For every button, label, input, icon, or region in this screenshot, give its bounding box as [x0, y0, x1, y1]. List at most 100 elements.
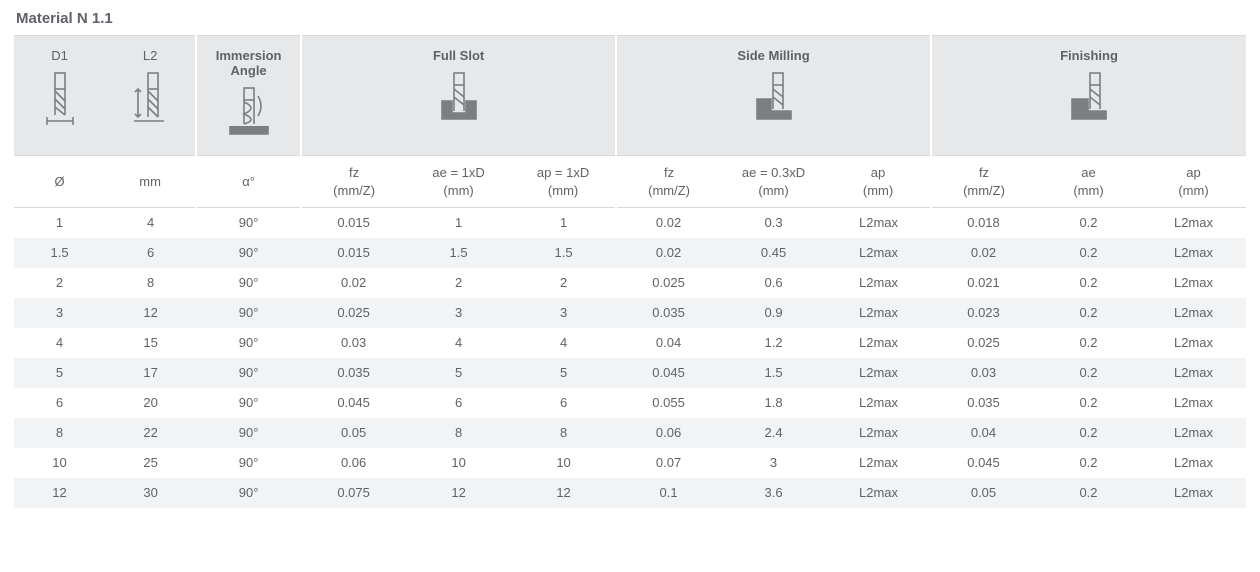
cell-fs_ae: 2: [406, 268, 511, 298]
cell-sm_ae: 0.6: [721, 268, 826, 298]
cell-d1: 3: [14, 298, 105, 328]
cell-fs_ae: 4: [406, 328, 511, 358]
cell-fs_ap: 1: [511, 208, 616, 238]
cell-l2: 15: [105, 328, 196, 358]
cell-fs_ap: 1.5: [511, 238, 616, 268]
cell-fs_ae: 10: [406, 448, 511, 478]
cell-fn_fz: 0.05: [931, 478, 1036, 508]
cell-a: 90°: [196, 328, 301, 358]
table-row: 1.5690°0.0151.51.50.020.45L2max0.020.2L2…: [14, 238, 1246, 268]
sub-fn-ae: ae (mm): [1036, 156, 1141, 208]
cell-fn_ap: L2max: [1141, 418, 1246, 448]
cell-sm_ae: 0.9: [721, 298, 826, 328]
cell-fs_fz: 0.06: [301, 448, 406, 478]
cell-fs_ae: 8: [406, 418, 511, 448]
cell-l2: 8: [105, 268, 196, 298]
table-row: 62090°0.045660.0551.8L2max0.0350.2L2max: [14, 388, 1246, 418]
cell-fn_ap: L2max: [1141, 238, 1246, 268]
sub-sm-ae: ae = 0.3xD (mm): [721, 156, 826, 208]
cell-sm_fz: 0.045: [616, 358, 721, 388]
cell-sm_fz: 0.02: [616, 208, 721, 238]
table-row: 31290°0.025330.0350.9L2max0.0230.2L2max: [14, 298, 1246, 328]
cell-a: 90°: [196, 448, 301, 478]
endmill-length-icon: [130, 71, 170, 127]
cell-fn_fz: 0.035: [931, 388, 1036, 418]
cell-d1: 1: [14, 208, 105, 238]
cell-sm_fz: 0.035: [616, 298, 721, 328]
cell-fn_fz: 0.023: [931, 298, 1036, 328]
cell-l2: 22: [105, 418, 196, 448]
cell-sm_ae: 2.4: [721, 418, 826, 448]
cell-fn_fz: 0.025: [931, 328, 1036, 358]
cell-fn_ae: 0.2: [1036, 448, 1141, 478]
side-milling-icon: [749, 71, 799, 123]
col-group-full-slot: Full Slot: [301, 36, 616, 156]
sub-sm-fz: fz (mm/Z): [616, 156, 721, 208]
cell-d1: 4: [14, 328, 105, 358]
cell-d1: 10: [14, 448, 105, 478]
cell-sm_ae: 1.5: [721, 358, 826, 388]
cell-d1: 8: [14, 418, 105, 448]
cell-fs_ap: 10: [511, 448, 616, 478]
cutting-data-table: D1 L2: [14, 35, 1246, 508]
col-header-immersion: Immersion Angle: [196, 36, 301, 156]
cell-l2: 12: [105, 298, 196, 328]
cell-fs_fz: 0.02: [301, 268, 406, 298]
cell-fs_ap: 2: [511, 268, 616, 298]
cell-l2: 17: [105, 358, 196, 388]
cell-fs_ae: 5: [406, 358, 511, 388]
cell-fs_fz: 0.045: [301, 388, 406, 418]
cell-a: 90°: [196, 208, 301, 238]
cell-sm_ap: L2max: [826, 328, 931, 358]
table-row: 1490°0.015110.020.3L2max0.0180.2L2max: [14, 208, 1246, 238]
immersion-label: Immersion Angle: [197, 48, 300, 78]
sub-angle: α°: [196, 156, 301, 208]
cell-fs_ap: 12: [511, 478, 616, 508]
cell-fn_fz: 0.021: [931, 268, 1036, 298]
sub-fs-ap: ap = 1xD (mm): [511, 156, 616, 208]
sub-fs-ae: ae = 1xD (mm): [406, 156, 511, 208]
cell-fs_fz: 0.075: [301, 478, 406, 508]
cell-sm_ae: 3.6: [721, 478, 826, 508]
table-row: 51790°0.035550.0451.5L2max0.030.2L2max: [14, 358, 1246, 388]
cell-sm_ap: L2max: [826, 418, 931, 448]
cell-sm_ap: L2max: [826, 238, 931, 268]
cell-fs_fz: 0.035: [301, 358, 406, 388]
cell-l2: 6: [105, 238, 196, 268]
sub-sm-ap: ap (mm): [826, 156, 931, 208]
col-header-d1: D1: [14, 36, 105, 156]
cell-d1: 5: [14, 358, 105, 388]
cell-fn_ap: L2max: [1141, 358, 1246, 388]
cell-fn_ae: 0.2: [1036, 328, 1141, 358]
table-body: 1490°0.015110.020.3L2max0.0180.2L2max1.5…: [14, 208, 1246, 508]
cell-fn_fz: 0.02: [931, 238, 1036, 268]
cell-sm_ap: L2max: [826, 268, 931, 298]
col-group-side-milling: Side Milling: [616, 36, 931, 156]
cell-sm_ap: L2max: [826, 388, 931, 418]
cell-d1: 2: [14, 268, 105, 298]
sub-fn-fz: fz (mm/Z): [931, 156, 1036, 208]
cell-fn_ap: L2max: [1141, 328, 1246, 358]
table-row: 82290°0.05880.062.4L2max0.040.2L2max: [14, 418, 1246, 448]
cell-fn_ae: 0.2: [1036, 418, 1141, 448]
cell-fs_ae: 6: [406, 388, 511, 418]
cell-fs_ap: 6: [511, 388, 616, 418]
cell-sm_ap: L2max: [826, 448, 931, 478]
cell-fs_fz: 0.03: [301, 328, 406, 358]
cell-a: 90°: [196, 268, 301, 298]
cell-l2: 20: [105, 388, 196, 418]
cell-fs_ap: 3: [511, 298, 616, 328]
cell-fn_ae: 0.2: [1036, 208, 1141, 238]
side-milling-label: Side Milling: [617, 48, 930, 63]
cell-d1: 1.5: [14, 238, 105, 268]
cell-a: 90°: [196, 388, 301, 418]
col-header-l2: L2: [105, 36, 196, 156]
cell-l2: 4: [105, 208, 196, 238]
cell-fn_ap: L2max: [1141, 478, 1246, 508]
cell-fs_ae: 3: [406, 298, 511, 328]
cell-fn_fz: 0.018: [931, 208, 1036, 238]
cell-fs_fz: 0.025: [301, 298, 406, 328]
cell-fn_ae: 0.2: [1036, 298, 1141, 328]
sub-l2: mm: [105, 156, 196, 208]
cell-fs_ae: 12: [406, 478, 511, 508]
